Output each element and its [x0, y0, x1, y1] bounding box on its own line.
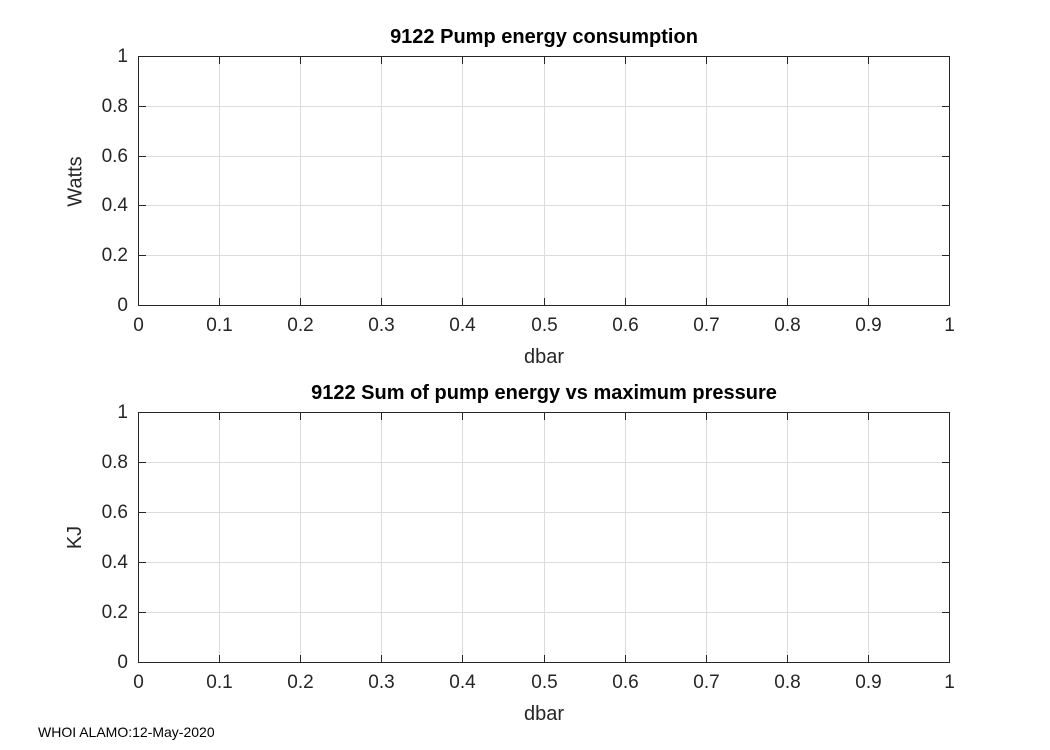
footer-annotation: WHOI ALAMO:12-May-2020 [38, 724, 215, 740]
y-tick-label: 0.2 [101, 244, 128, 266]
x-tick-label: 0.2 [287, 672, 314, 693]
chart-title: 9122 Pump energy consumption [390, 26, 698, 48]
axes-grid [138, 56, 950, 306]
x-tick-label: 0.3 [368, 315, 395, 336]
axes-area [138, 56, 950, 306]
pump-energy-sum-chart: 9122 Sum of pump energy vs maximum press… [65, 382, 955, 725]
x-tick-label: 0.7 [693, 315, 720, 336]
x-tick-label: 0.1 [206, 672, 233, 693]
x-tick-label: 0.4 [449, 315, 476, 336]
x-tick-label: 0 [133, 315, 144, 336]
chart-title: 9122 Sum of pump energy vs maximum press… [311, 382, 777, 404]
y-axis-label-container: KJ [61, 412, 91, 663]
axes-grid [138, 412, 950, 663]
y-axis-label: KJ [64, 525, 87, 550]
x-axis-label: dbar [523, 346, 565, 368]
y-tick-label: 0.6 [101, 501, 128, 523]
y-tick-label: 1 [117, 45, 128, 67]
x-tick-label: 0.9 [855, 672, 882, 693]
axes-area [138, 412, 950, 663]
y-tick-label: 0.6 [101, 145, 128, 167]
x-tick-label: 0.5 [531, 315, 558, 336]
x-tick-label: 0.8 [774, 315, 801, 336]
x-tick-label: 0.8 [774, 672, 801, 693]
y-tick-label: 1 [117, 401, 128, 423]
x-tick-label: 0.7 [693, 672, 720, 693]
x-tick-label: 0.6 [612, 315, 639, 336]
y-tick-label: 0.8 [101, 451, 128, 473]
x-tick-label: 1 [944, 672, 955, 693]
x-tick-label: 1 [944, 315, 955, 336]
x-tick-label: 0.5 [531, 672, 558, 693]
x-axis-label: dbar [523, 703, 565, 725]
y-tick-label: 0 [117, 651, 128, 673]
y-tick-label: 0.2 [101, 601, 128, 623]
x-tick-label: 0.2 [287, 315, 314, 336]
x-tick-label: 0.9 [855, 315, 882, 336]
y-tick-label: 0 [117, 294, 128, 316]
y-tick-label: 0.4 [101, 194, 128, 216]
y-tick-label: 0.4 [101, 551, 128, 573]
pump-energy-consumption-chart: 9122 Pump energy consumption Watts dbar … [65, 26, 955, 368]
x-tick-label: 0.6 [612, 672, 639, 693]
y-axis-label-container: Watts [61, 56, 91, 306]
x-tick-label: 0.1 [206, 315, 233, 336]
y-tick-label: 0.8 [101, 95, 128, 117]
x-tick-label: 0.3 [368, 672, 395, 693]
x-tick-label: 0 [133, 672, 144, 693]
x-tick-label: 0.4 [449, 672, 476, 693]
